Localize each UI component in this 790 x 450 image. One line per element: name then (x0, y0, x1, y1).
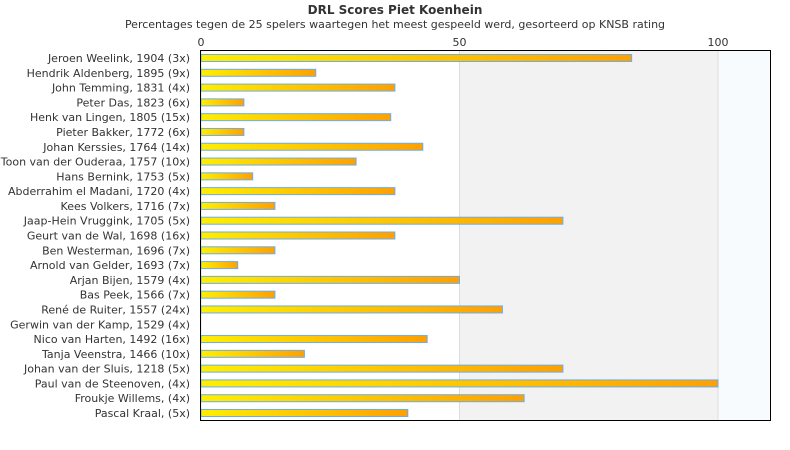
x-tick-label: 0 (198, 36, 205, 49)
y-category-label: Hans Bernink, 1753 (5x) (56, 170, 190, 183)
bar (200, 157, 357, 166)
y-category-label: Arjan Bijen, 1579 (4x) (70, 274, 190, 287)
bar (200, 172, 254, 181)
band-50-100 (459, 50, 718, 420)
y-category-label: Geurt van de Wal, 1698 (16x) (27, 230, 190, 243)
plot-border (200, 50, 771, 421)
y-category-label: Froukje Willems, (4x) (75, 392, 190, 405)
chart-subtitle: Percentages tegen de 25 spelers waartege… (124, 18, 666, 31)
bar (200, 54, 633, 62)
y-category-label: Paul van de Steenoven, (4x) (35, 377, 190, 390)
bar (200, 142, 424, 151)
y-category-label: Ben Westerman, 1696 (7x) (42, 244, 190, 257)
y-category-label: John Temming, 1831 (4x) (51, 82, 190, 95)
bar (200, 275, 460, 284)
x-tick-label: 100 (708, 36, 729, 49)
bar (200, 349, 305, 358)
y-category-label: Jaap-Hein Vruggink, 1705 (5x) (23, 215, 190, 228)
bar (200, 83, 396, 92)
band-100-plus (718, 50, 770, 420)
bar (200, 113, 392, 122)
y-category-label: Arnold van Gelder, 1693 (7x) (30, 259, 190, 272)
x-tick-label: 50 (453, 36, 467, 49)
y-category-label: Abderrahim el Madani, 1720 (4x) (8, 185, 190, 198)
y-category-label: Peter Das, 1823 (6x) (76, 96, 190, 109)
y-category-label: Jeroen Weelink, 1904 (3x) (47, 52, 190, 65)
chart-title: DRL Scores Piet Koenhein (307, 3, 483, 17)
bar (200, 409, 409, 417)
y-category-label: Johan van der Sluis, 1218 (5x) (23, 363, 190, 376)
bar (200, 290, 276, 299)
bar (200, 68, 317, 77)
bar (200, 127, 245, 136)
bar (200, 394, 525, 403)
bar (200, 201, 276, 210)
y-category-label: Kees Volkers, 1716 (7x) (61, 200, 190, 213)
y-category-label: René de Ruiter, 1557 (24x) (41, 303, 190, 316)
bar (200, 216, 564, 225)
bar (200, 364, 564, 373)
bar (200, 98, 245, 107)
bar (200, 261, 239, 270)
bar (200, 246, 276, 255)
y-category-label: Bas Peek, 1566 (7x) (80, 289, 190, 302)
y-category-label: Hendrik Aldenberg, 1895 (9x) (27, 67, 190, 80)
y-category-label: Pieter Bakker, 1772 (6x) (56, 126, 190, 139)
bar (200, 335, 428, 344)
y-category-label: Johan Kerssies, 1764 (14x) (42, 141, 190, 154)
y-category-label: Nico van Harten, 1492 (16x) (34, 333, 190, 346)
y-category-label: Toon van der Ouderaa, 1757 (10x) (0, 156, 190, 169)
y-category-label: Gerwin van der Kamp, 1529 (4x) (10, 318, 190, 331)
bar (200, 305, 503, 314)
bar (200, 231, 396, 240)
y-category-label: Tanja Veenstra, 1466 (10x) (41, 348, 190, 361)
bar (200, 379, 719, 388)
bar (200, 187, 396, 196)
y-category-label: Henk van Lingen, 1805 (15x) (30, 111, 190, 124)
y-category-label: Pascal Kraal, (5x) (95, 407, 190, 420)
